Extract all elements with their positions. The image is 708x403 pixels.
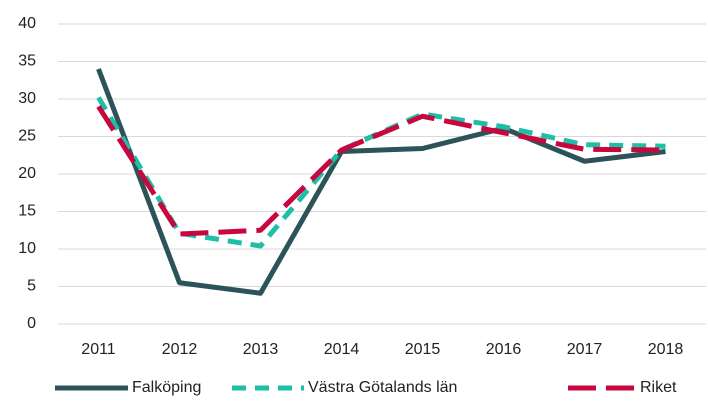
legend-label: Riket	[640, 379, 677, 396]
x-tick-label: 2017	[567, 341, 603, 358]
x-tick-label: 2014	[324, 341, 360, 358]
legend-label: Västra Götalands län	[308, 379, 457, 396]
legend-label: Falköping	[132, 379, 201, 396]
x-tick-label: 2016	[486, 341, 522, 358]
y-tick-label: 35	[18, 53, 36, 70]
x-tick-label: 2013	[243, 341, 279, 358]
series-line	[96, 96, 666, 249]
y-tick-label: 40	[18, 15, 36, 32]
y-tick-label: 15	[18, 203, 36, 220]
y-tick-label: 10	[18, 240, 36, 257]
x-tick-label: 2018	[648, 341, 684, 358]
y-tick-label: 30	[18, 90, 36, 107]
x-tick-label: 2012	[162, 341, 198, 358]
y-tick-label: 0	[27, 315, 36, 332]
series-line	[96, 105, 666, 237]
y-tick-label: 5	[27, 278, 36, 295]
x-tick-label: 2015	[405, 341, 441, 358]
y-tick-label: 20	[18, 165, 36, 182]
x-tick-label: 2011	[81, 341, 116, 358]
series-line	[96, 68, 666, 296]
y-tick-label: 25	[18, 128, 36, 145]
